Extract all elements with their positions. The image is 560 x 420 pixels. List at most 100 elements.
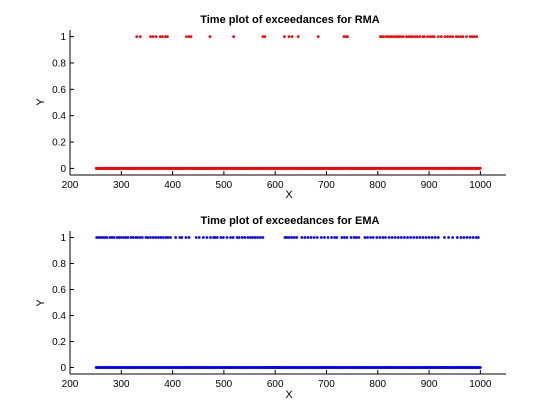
ema-y-ticks: 0 0.2 0.4 0.6 0.8 1 (52, 233, 74, 374)
rma-point-exceedance (475, 35, 479, 38)
ema-point-exceedance (378, 236, 382, 239)
rma-point-exceedance (158, 35, 162, 38)
ema-point-exceedance (390, 236, 394, 239)
ema-point-exceedance (295, 236, 299, 239)
ema-point-exceedance (261, 236, 265, 239)
rma-point-exceedance (399, 35, 403, 38)
ema-point-exceedance (468, 236, 472, 239)
rma-point-exceedance (423, 35, 426, 38)
rma-point-exceedance (397, 35, 401, 38)
ema-point-exceedance (326, 236, 330, 239)
rma-point-exceedance (418, 35, 422, 38)
ema-point-exceedance (95, 236, 99, 239)
ema-point-exceedance (243, 236, 247, 239)
rma-point-exceedance (346, 35, 349, 38)
ema-point-exceedance (178, 236, 182, 239)
ema-point-exceedance (462, 236, 466, 239)
ema-point-exceedance (443, 236, 446, 239)
ema-point-exceedance (309, 236, 313, 239)
rma-point-zero (478, 167, 482, 170)
ema-point-exceedance (144, 236, 148, 239)
ema-point-exceedance (205, 236, 209, 239)
ema-point-exceedance (110, 236, 114, 239)
rma-point-exceedance (149, 35, 152, 38)
ema-point-exceedance (363, 236, 367, 239)
rma-point-exceedance (411, 35, 415, 38)
ema-point-exceedance (430, 236, 434, 239)
rma-y-tick-label: 0.4 (52, 111, 66, 122)
ema-x-tick-label: 1000 (469, 379, 492, 390)
rma-x-tick-label: 800 (369, 180, 386, 191)
rma-chart-title: Time plot of exceedances for RMA (200, 14, 380, 26)
ema-y-tick-label: 0 (60, 363, 66, 374)
rma-point-exceedance (382, 35, 385, 38)
rma-point-exceedance (166, 35, 169, 38)
ema-x-tick-label: 500 (216, 379, 233, 390)
rma-point-exceedance (390, 35, 394, 38)
ema-point-exceedance (300, 236, 304, 239)
ema-point-exceedance (197, 236, 201, 239)
rma-point-exceedance (461, 35, 465, 38)
ema-point-exceedance (140, 236, 144, 239)
rma-point-exceedance (465, 35, 468, 38)
ema-point-exceedance (115, 236, 119, 239)
ema-point-exceedance (101, 236, 105, 239)
ema-point-exceedance (459, 236, 463, 239)
ema-point-exceedance (384, 236, 387, 239)
ema-point-exceedance (146, 236, 150, 239)
ema-point-exceedance (221, 236, 225, 239)
ema-point-exceedance (151, 236, 155, 239)
ema-point-exceedance (285, 236, 289, 239)
rma-point-exceedance (342, 35, 346, 38)
ema-point-exceedance (251, 236, 255, 239)
rma-point-exceedance (154, 35, 158, 38)
ema-point-exceedance (201, 236, 205, 239)
ema-point-exceedance (471, 236, 475, 239)
ema-point-exceedance (166, 236, 170, 239)
ema-point-exceedance (447, 236, 450, 239)
rma-x-tick-label: 1000 (469, 180, 492, 191)
ema-point-exceedance (225, 236, 229, 239)
rma-point-exceedance (454, 35, 458, 38)
ema-point-exceedance (433, 236, 437, 239)
rma-point-exceedance (316, 35, 320, 38)
ema-point-exceedance (427, 236, 431, 239)
ema-x-tick-label: 200 (62, 379, 79, 390)
ema-point-exceedance (131, 236, 135, 239)
ema-point-exceedance (105, 236, 109, 239)
ema-point-exceedance (375, 236, 379, 239)
ema-point-exceedance (333, 236, 337, 239)
rma-point-exceedance (287, 35, 291, 38)
ema-point-exceedance (209, 236, 212, 239)
ema-point-exceedance (187, 236, 191, 239)
rma-y-tick-label: 0.2 (52, 138, 66, 149)
ema-point-exceedance (229, 236, 232, 239)
ema-point-exceedance (135, 236, 139, 239)
rma-y-tick-label: 0.8 (52, 58, 66, 69)
ema-point-exceedance (330, 236, 333, 239)
ema-point-exceedance (235, 236, 239, 239)
ema-point-exceedance (306, 236, 310, 239)
ema-point-exceedance (122, 236, 126, 239)
rma-x-tick-label: 200 (62, 180, 79, 191)
rma-point-exceedance (468, 35, 472, 38)
ema-point-exceedance (174, 236, 178, 239)
ema-y-axis-label: Y (35, 299, 47, 307)
ema-point-exceedance (354, 236, 358, 239)
ema-x-tick-label: 600 (267, 379, 284, 390)
ema-point-exceedance (117, 236, 121, 239)
rma-point-exceedance (384, 35, 388, 38)
ema-point-exceedance (124, 236, 128, 239)
ema-point-exceedance (312, 236, 316, 239)
ema-point-exceedance (194, 236, 198, 239)
ema-point-exceedance (421, 236, 425, 239)
ema-point-exceedance (303, 236, 307, 239)
ema-point-exceedance (371, 236, 375, 239)
ema-point-exceedance (393, 236, 397, 239)
ema-point-exceedance (99, 236, 103, 239)
ema-point-exceedance (476, 236, 480, 239)
ema-point-exceedance (412, 236, 416, 239)
ema-x-tick-label: 400 (164, 379, 181, 390)
ema-point-exceedance (315, 236, 319, 239)
